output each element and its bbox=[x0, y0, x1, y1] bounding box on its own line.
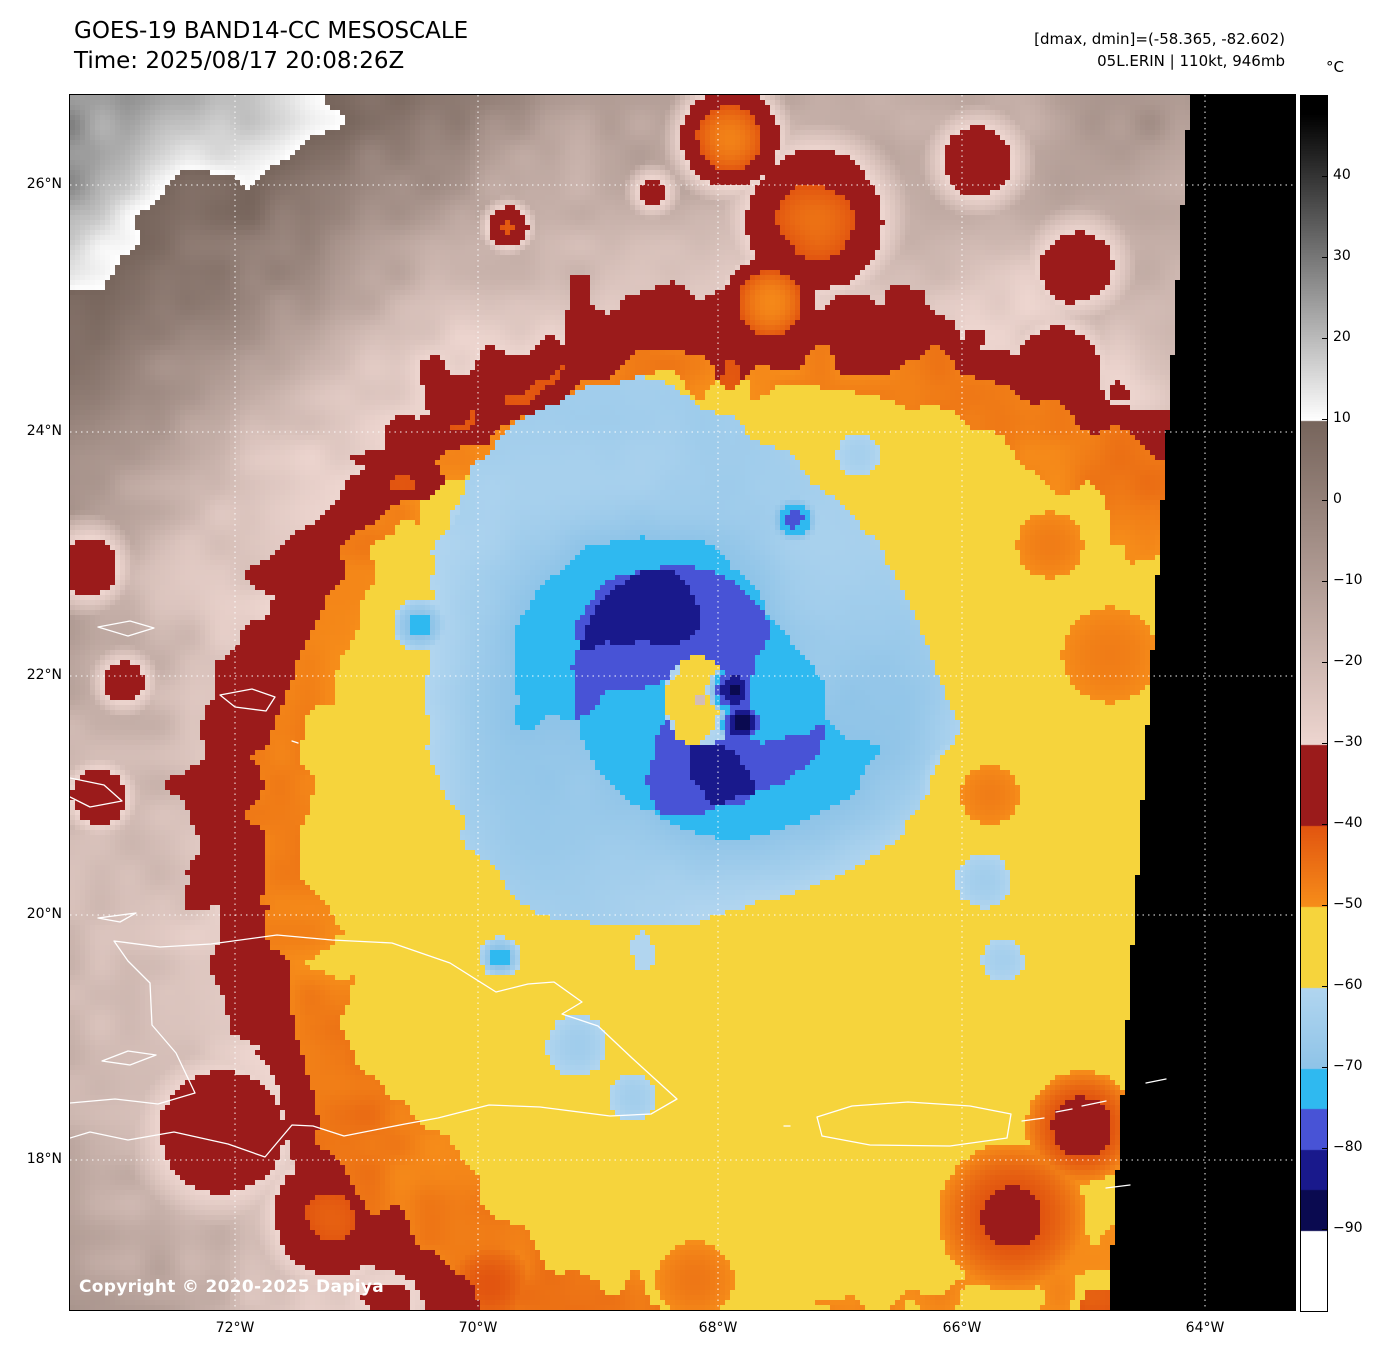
timestamp: Time: 2025/08/17 20:08:26Z bbox=[74, 48, 405, 74]
colorbar-tick-label: −40 bbox=[1333, 815, 1363, 831]
lon-label: 64°W bbox=[1185, 1320, 1225, 1336]
coastline-st-croix bbox=[1105, 1184, 1131, 1189]
colorbar-tick-mark bbox=[1322, 419, 1327, 420]
coastline-mayaguana bbox=[97, 620, 155, 637]
coastline-gonave-island bbox=[101, 1050, 157, 1066]
colorbar-tick-label: 20 bbox=[1333, 329, 1351, 345]
colorbar-tick-label: 30 bbox=[1333, 248, 1351, 264]
colorbar-tick-label: −50 bbox=[1333, 896, 1363, 912]
colorbar-tick-label: −90 bbox=[1333, 1220, 1363, 1236]
latlon-grid bbox=[70, 95, 1295, 1310]
colorbar-tick-mark bbox=[1322, 338, 1327, 339]
colorbar-tick-label: −80 bbox=[1333, 1139, 1363, 1155]
colorbar-tick-mark bbox=[1322, 257, 1327, 258]
coastline-tortuga-island bbox=[97, 912, 137, 923]
copyright-watermark: Copyright © 2020-2025 Dapiya bbox=[79, 1277, 384, 1297]
colorbar bbox=[1300, 95, 1328, 1312]
colorbar-tick-mark bbox=[1322, 1229, 1327, 1230]
map-panel: Copyright © 2020-2025 Dapiya bbox=[69, 94, 1296, 1311]
lat-label: 22°N bbox=[26, 667, 62, 683]
coastline-puerto-rico bbox=[816, 1101, 1012, 1147]
colorbar-tick-mark bbox=[1322, 662, 1327, 663]
colorbar-tick-label: −30 bbox=[1333, 734, 1363, 750]
colorbar-tick-label: −60 bbox=[1333, 977, 1363, 993]
colorbar-tick-label: 40 bbox=[1333, 167, 1351, 183]
lat-label: 24°N bbox=[26, 423, 62, 439]
lon-label: 68°W bbox=[698, 1320, 738, 1336]
coastline-tortola bbox=[1081, 1100, 1107, 1107]
colorbar-tick-mark bbox=[1322, 1148, 1327, 1149]
colorbar-tick-mark bbox=[1322, 176, 1327, 177]
coastline-caicos bbox=[219, 688, 276, 712]
colorbar-tick-label: 0 bbox=[1333, 491, 1342, 507]
coastline-vieques bbox=[1021, 1117, 1045, 1122]
colorbar-tick-label: 10 bbox=[1333, 410, 1351, 426]
colorbar-tick-mark bbox=[1322, 905, 1327, 906]
coastline-grand-turk bbox=[291, 740, 299, 744]
colorbar-tick-mark bbox=[1322, 986, 1327, 987]
lat-label: 20°N bbox=[26, 906, 62, 922]
colorbar-tick-label: −10 bbox=[1333, 572, 1363, 588]
colorbar-tick-mark bbox=[1322, 1067, 1327, 1068]
coastline-st-thomas bbox=[1055, 1108, 1073, 1113]
dmax-dmin-readout: [dmax, dmin]=(-58.365, -82.602) bbox=[1034, 30, 1285, 48]
coastlines bbox=[70, 620, 1167, 1189]
lat-label: 26°N bbox=[26, 176, 62, 192]
coastline-hispaniola bbox=[70, 934, 678, 1158]
colorbar-tick-mark bbox=[1322, 824, 1327, 825]
lat-label: 18°N bbox=[26, 1151, 62, 1167]
coastline-anegada bbox=[1145, 1078, 1167, 1084]
colorbar-tick-label: −20 bbox=[1333, 653, 1363, 669]
colorbar-unit-label: °C bbox=[1326, 58, 1344, 76]
colorbar-gradient-canvas bbox=[1301, 96, 1327, 1311]
lon-label: 66°W bbox=[942, 1320, 982, 1336]
map-overlay bbox=[70, 95, 1295, 1310]
page-title: GOES-19 BAND14-CC MESOSCALE bbox=[74, 18, 469, 44]
colorbar-tick-mark bbox=[1322, 500, 1327, 501]
coastline-inagua bbox=[70, 777, 123, 808]
colorbar-tick-mark bbox=[1322, 581, 1327, 582]
storm-info: 05L.ERIN | 110kt, 946mb bbox=[1097, 52, 1285, 70]
lon-label: 70°W bbox=[458, 1320, 498, 1336]
colorbar-tick-label: −70 bbox=[1333, 1058, 1363, 1074]
colorbar-tick-mark bbox=[1322, 743, 1327, 744]
satellite-imagery-canvas bbox=[70, 95, 1295, 1310]
lon-label: 72°W bbox=[215, 1320, 255, 1336]
